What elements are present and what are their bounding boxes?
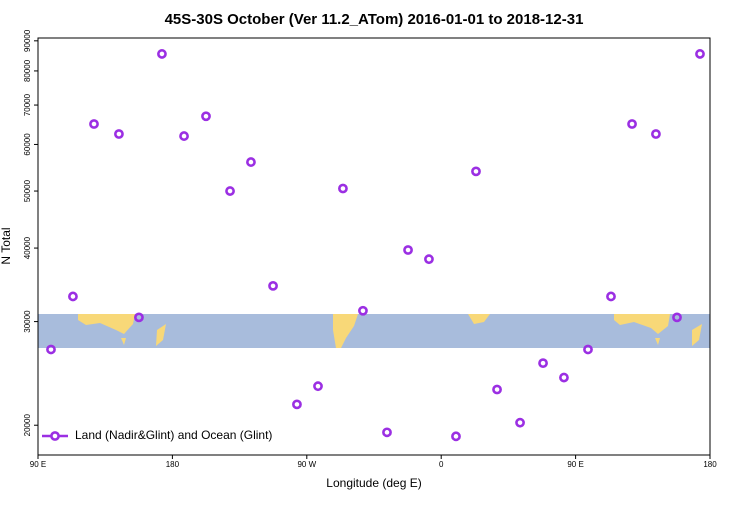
x-axis-label: Longitude (deg E): [326, 476, 421, 490]
point: [89, 119, 99, 129]
point: [68, 291, 78, 302]
point: [695, 49, 705, 59]
x-tick-label: 180: [166, 460, 180, 469]
point: [358, 305, 368, 316]
point: [672, 312, 682, 323]
point: [157, 49, 167, 59]
point: [46, 344, 56, 355]
y-tick-label: 20000: [23, 414, 32, 437]
point: [471, 166, 481, 177]
y-tick-label: 40000: [23, 236, 32, 259]
y-tick-label: 70000: [23, 93, 32, 116]
map-band: [38, 314, 710, 348]
y-tick-label: 50000: [23, 179, 32, 202]
x-tick-label: 90 W: [297, 460, 316, 469]
point: [583, 344, 593, 355]
legend-marker: [50, 431, 60, 441]
x-tick-label: 0: [439, 460, 444, 469]
y-axis-label: N Total: [0, 227, 13, 264]
point: [338, 183, 348, 194]
y-tick-label: 80000: [23, 59, 32, 82]
point: [382, 427, 392, 438]
point: [225, 186, 235, 196]
point: [134, 312, 144, 323]
point: [403, 245, 413, 255]
point: [651, 129, 661, 139]
point: [559, 372, 569, 383]
x-tick-label: 90 E: [567, 460, 583, 469]
x-tick-label: 90 E: [30, 460, 46, 469]
y-tick-label: 30000: [23, 310, 32, 333]
plot-frame: [37, 37, 711, 456]
point: [451, 431, 461, 442]
point: [114, 129, 124, 139]
point: [313, 381, 323, 392]
y-tick-label: 60000: [23, 133, 32, 156]
point: [515, 417, 525, 428]
chart-title: 45S-30S October (Ver 11.2_ATom) 2016-01-…: [165, 11, 584, 28]
point: [424, 254, 434, 265]
point: [538, 358, 548, 369]
x-tick-label: 180: [703, 460, 717, 469]
point: [606, 291, 616, 302]
point: [292, 399, 302, 410]
point: [201, 111, 211, 122]
point: [246, 157, 256, 167]
point: [627, 119, 637, 129]
point: [179, 131, 189, 141]
point: [492, 384, 502, 395]
point: [268, 280, 278, 291]
y-tick-label: 90000: [23, 29, 32, 52]
legend-label: Land (Nadir&Glint) and Ocean (Glint): [75, 428, 272, 442]
